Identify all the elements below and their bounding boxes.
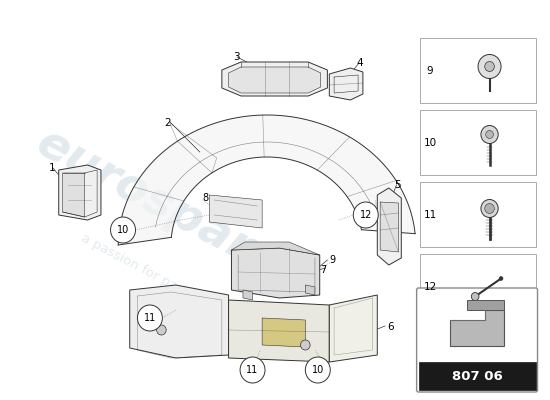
Polygon shape <box>130 285 229 358</box>
Polygon shape <box>63 173 85 217</box>
Bar <box>420 110 536 175</box>
Polygon shape <box>210 195 262 228</box>
Text: 11: 11 <box>424 210 437 220</box>
Polygon shape <box>329 295 377 362</box>
Text: 10: 10 <box>117 225 129 235</box>
Circle shape <box>481 200 498 218</box>
Text: 10: 10 <box>312 365 324 375</box>
Circle shape <box>138 305 162 331</box>
Text: 3: 3 <box>233 52 240 62</box>
Circle shape <box>485 204 494 214</box>
Text: 10: 10 <box>424 138 437 148</box>
Circle shape <box>499 276 503 280</box>
Text: 807 06: 807 06 <box>452 370 503 382</box>
Text: 12: 12 <box>424 282 437 292</box>
Text: 2: 2 <box>164 118 171 128</box>
Polygon shape <box>229 67 321 93</box>
FancyBboxPatch shape <box>417 288 537 392</box>
Polygon shape <box>59 165 101 220</box>
Polygon shape <box>222 62 327 96</box>
Text: 9: 9 <box>329 255 336 265</box>
Circle shape <box>300 340 310 350</box>
Polygon shape <box>468 300 504 310</box>
Text: 9: 9 <box>427 66 433 76</box>
Text: 5: 5 <box>394 180 401 190</box>
Circle shape <box>111 217 135 243</box>
Text: 7: 7 <box>320 265 326 275</box>
Circle shape <box>157 325 166 335</box>
Circle shape <box>485 62 494 72</box>
Polygon shape <box>305 285 315 295</box>
Bar <box>419 362 536 390</box>
Polygon shape <box>118 115 415 245</box>
Polygon shape <box>229 300 329 362</box>
Bar <box>420 254 536 319</box>
Polygon shape <box>232 248 320 298</box>
Text: 4: 4 <box>356 58 363 68</box>
Text: 1: 1 <box>49 163 56 173</box>
Polygon shape <box>380 202 398 252</box>
Polygon shape <box>232 242 320 255</box>
Text: eurospares: eurospares <box>29 120 313 300</box>
Polygon shape <box>450 310 504 346</box>
Circle shape <box>478 54 501 78</box>
Text: 8: 8 <box>202 193 209 203</box>
Text: a passion for parts since 1985: a passion for parts since 1985 <box>79 232 263 338</box>
Bar <box>420 38 536 103</box>
Text: 12: 12 <box>360 210 372 220</box>
Polygon shape <box>329 68 363 100</box>
Text: 6: 6 <box>387 322 393 332</box>
Circle shape <box>305 357 330 383</box>
Polygon shape <box>377 188 402 265</box>
Text: 11: 11 <box>144 313 156 323</box>
Polygon shape <box>243 290 252 300</box>
Circle shape <box>481 126 498 144</box>
Text: 11: 11 <box>246 365 258 375</box>
Circle shape <box>486 130 493 138</box>
Circle shape <box>353 202 378 228</box>
Circle shape <box>240 357 265 383</box>
Polygon shape <box>262 318 305 347</box>
Bar <box>420 182 536 247</box>
Circle shape <box>471 292 479 300</box>
